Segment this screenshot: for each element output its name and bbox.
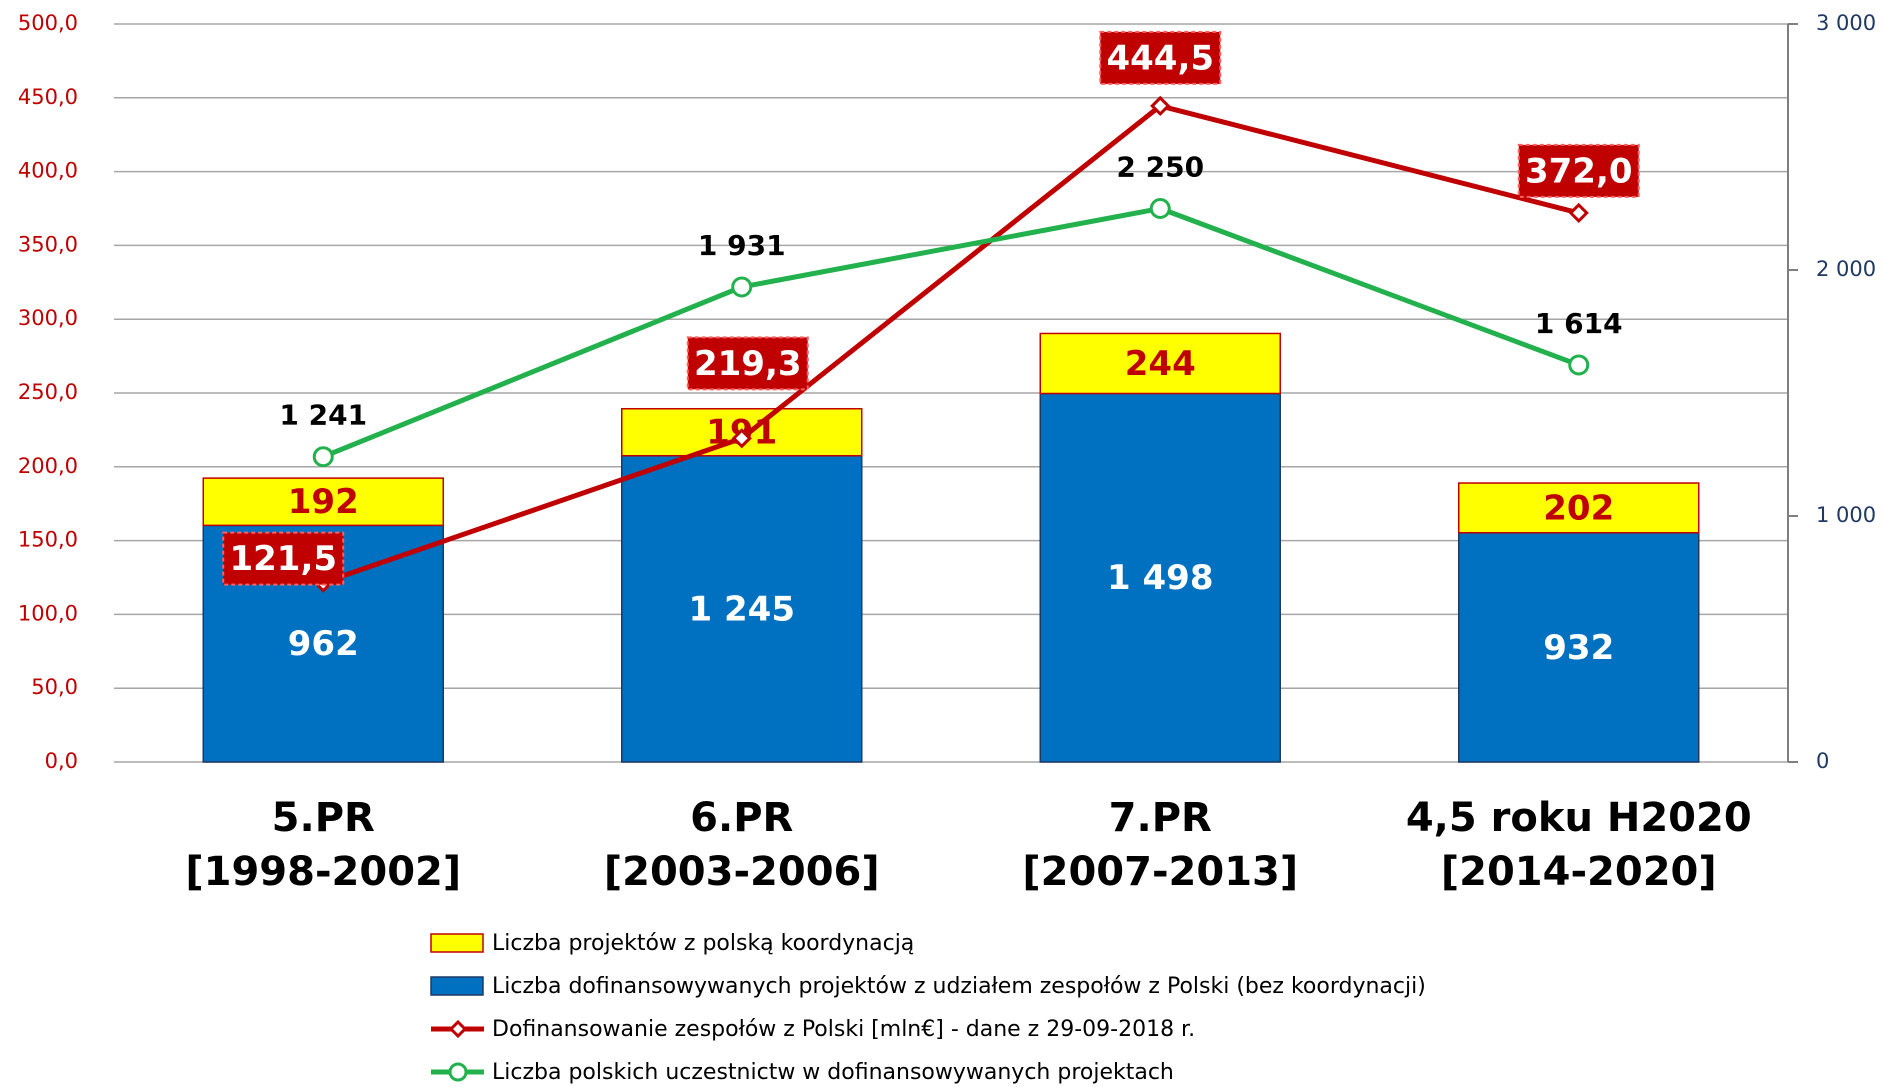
y-tick-label: 400,0 — [18, 159, 78, 183]
y2-tick-label: 0 — [1816, 749, 1829, 773]
x-tick-label: [2014-2020] — [1441, 849, 1717, 895]
bar-value-label: 962 — [288, 624, 359, 664]
line — [322, 103, 1580, 586]
value-label-box — [1517, 143, 1640, 198]
bar — [1458, 531, 1700, 763]
y2-tick-label: 2 000 — [1816, 257, 1876, 281]
x-tick-label: [1998-2002] — [185, 849, 461, 895]
x-tick-label: 5.PR — [272, 795, 375, 841]
x-tick-label: 7.PR — [1109, 795, 1212, 841]
legend-label: Liczba polskich uczestnictw w dofinansow… — [492, 1060, 1174, 1085]
bar-value-label: 244 — [1125, 344, 1196, 384]
y-tick-label: 350,0 — [18, 232, 78, 256]
value-label: 372,0 — [1525, 151, 1633, 191]
legend-label: Liczba dofinansowywanych projektów z udz… — [492, 974, 1426, 999]
bar-value-label: 1 498 — [1107, 558, 1213, 598]
marker — [1149, 198, 1171, 219]
bar-value-label: 202 — [1543, 488, 1614, 528]
y-tick-label: 200,0 — [18, 454, 78, 478]
legend-swatch — [430, 976, 484, 996]
value-label-box — [222, 531, 345, 586]
bar-value-label: 192 — [288, 482, 359, 522]
y-tick-label: 500,0 — [18, 11, 78, 35]
marker — [312, 446, 334, 468]
bar — [621, 454, 863, 763]
line — [322, 206, 1580, 460]
value-label: 1 241 — [279, 399, 367, 432]
value-label-box — [686, 336, 809, 391]
bar — [1458, 482, 1700, 534]
bar-value-label: 932 — [1543, 628, 1614, 668]
value-label: 121,5 — [229, 539, 337, 579]
value-label: 219,3 — [694, 344, 802, 384]
marker — [1568, 354, 1590, 376]
y-tick-label: 150,0 — [18, 528, 78, 552]
legend-swatch — [430, 933, 484, 953]
x-tick-label: [2007-2013] — [1022, 849, 1298, 895]
bar — [202, 477, 444, 527]
bar — [1039, 392, 1281, 763]
y-tick-label: 100,0 — [18, 601, 78, 625]
legend-marker — [448, 1062, 468, 1082]
value-label: 444,5 — [1106, 38, 1214, 78]
y2-tick-label: 3 000 — [1816, 11, 1876, 35]
legend-marker — [448, 1019, 468, 1039]
legend-label: Dofinansowanie zespołów z Polski [mln€] … — [492, 1017, 1195, 1042]
marker — [731, 276, 753, 298]
y-tick-label: 0,0 — [45, 749, 78, 773]
y-tick-label: 300,0 — [18, 306, 78, 330]
x-tick-label: 6.PR — [690, 795, 793, 841]
bar-value-label: 1 245 — [689, 589, 795, 629]
marker — [1568, 202, 1589, 224]
value-label: 1 931 — [698, 229, 786, 262]
value-label-box — [1099, 30, 1222, 85]
value-label: 2 250 — [1116, 151, 1204, 184]
bar — [1039, 332, 1281, 395]
x-tick-label: 4,5 roku H2020 — [1406, 795, 1752, 841]
y-tick-label: 450,0 — [18, 85, 78, 109]
y-tick-label: 50,0 — [31, 675, 78, 699]
legend-label: Liczba projektów z polską koordynacją — [492, 931, 914, 956]
marker — [1150, 95, 1171, 117]
value-label: 1 614 — [1535, 307, 1623, 340]
marker — [731, 428, 752, 449]
y2-tick-label: 1 000 — [1816, 503, 1876, 527]
x-tick-label: [2003-2006] — [604, 849, 880, 895]
y-tick-label: 250,0 — [18, 380, 78, 404]
